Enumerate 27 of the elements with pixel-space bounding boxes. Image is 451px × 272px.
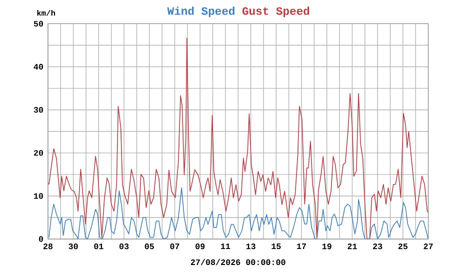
x-tick-label: 01	[94, 244, 104, 250]
x-tick-label: 30	[68, 244, 78, 250]
x-tick-label: 27	[424, 244, 433, 250]
x-tick-label: 09	[196, 244, 205, 250]
y-tick-label: 0	[38, 236, 44, 242]
x-tick-label: 03	[119, 244, 129, 250]
y-tick-label: 30	[34, 107, 44, 113]
text: Gust Speed	[242, 6, 310, 18]
y-tick-label: 50	[34, 21, 44, 27]
x-tick-label: 25	[398, 244, 408, 250]
y-tick-label: 20	[34, 150, 44, 156]
x-tick-label: 28	[43, 244, 53, 250]
x-tick-label: 19	[322, 244, 332, 250]
line-series	[48, 38, 428, 240]
y-tick-label: 40	[34, 64, 44, 70]
line-series	[48, 188, 428, 240]
x-tick-label: 11	[220, 244, 230, 250]
x-axis-title: 27/08/2026 00:00:00	[190, 259, 286, 266]
x-tick-label: 23	[373, 244, 382, 250]
x-tick-label: 07	[170, 244, 180, 250]
x-tick-label: 21	[348, 244, 357, 250]
x-tick-label: 15	[272, 244, 281, 250]
x-tick-label: 05	[144, 244, 154, 250]
x-tick-label: 17	[297, 244, 306, 250]
y-tick-label: 10	[34, 193, 44, 199]
x-tick-label: 13	[246, 244, 256, 250]
text: Wind Speed	[167, 6, 234, 18]
